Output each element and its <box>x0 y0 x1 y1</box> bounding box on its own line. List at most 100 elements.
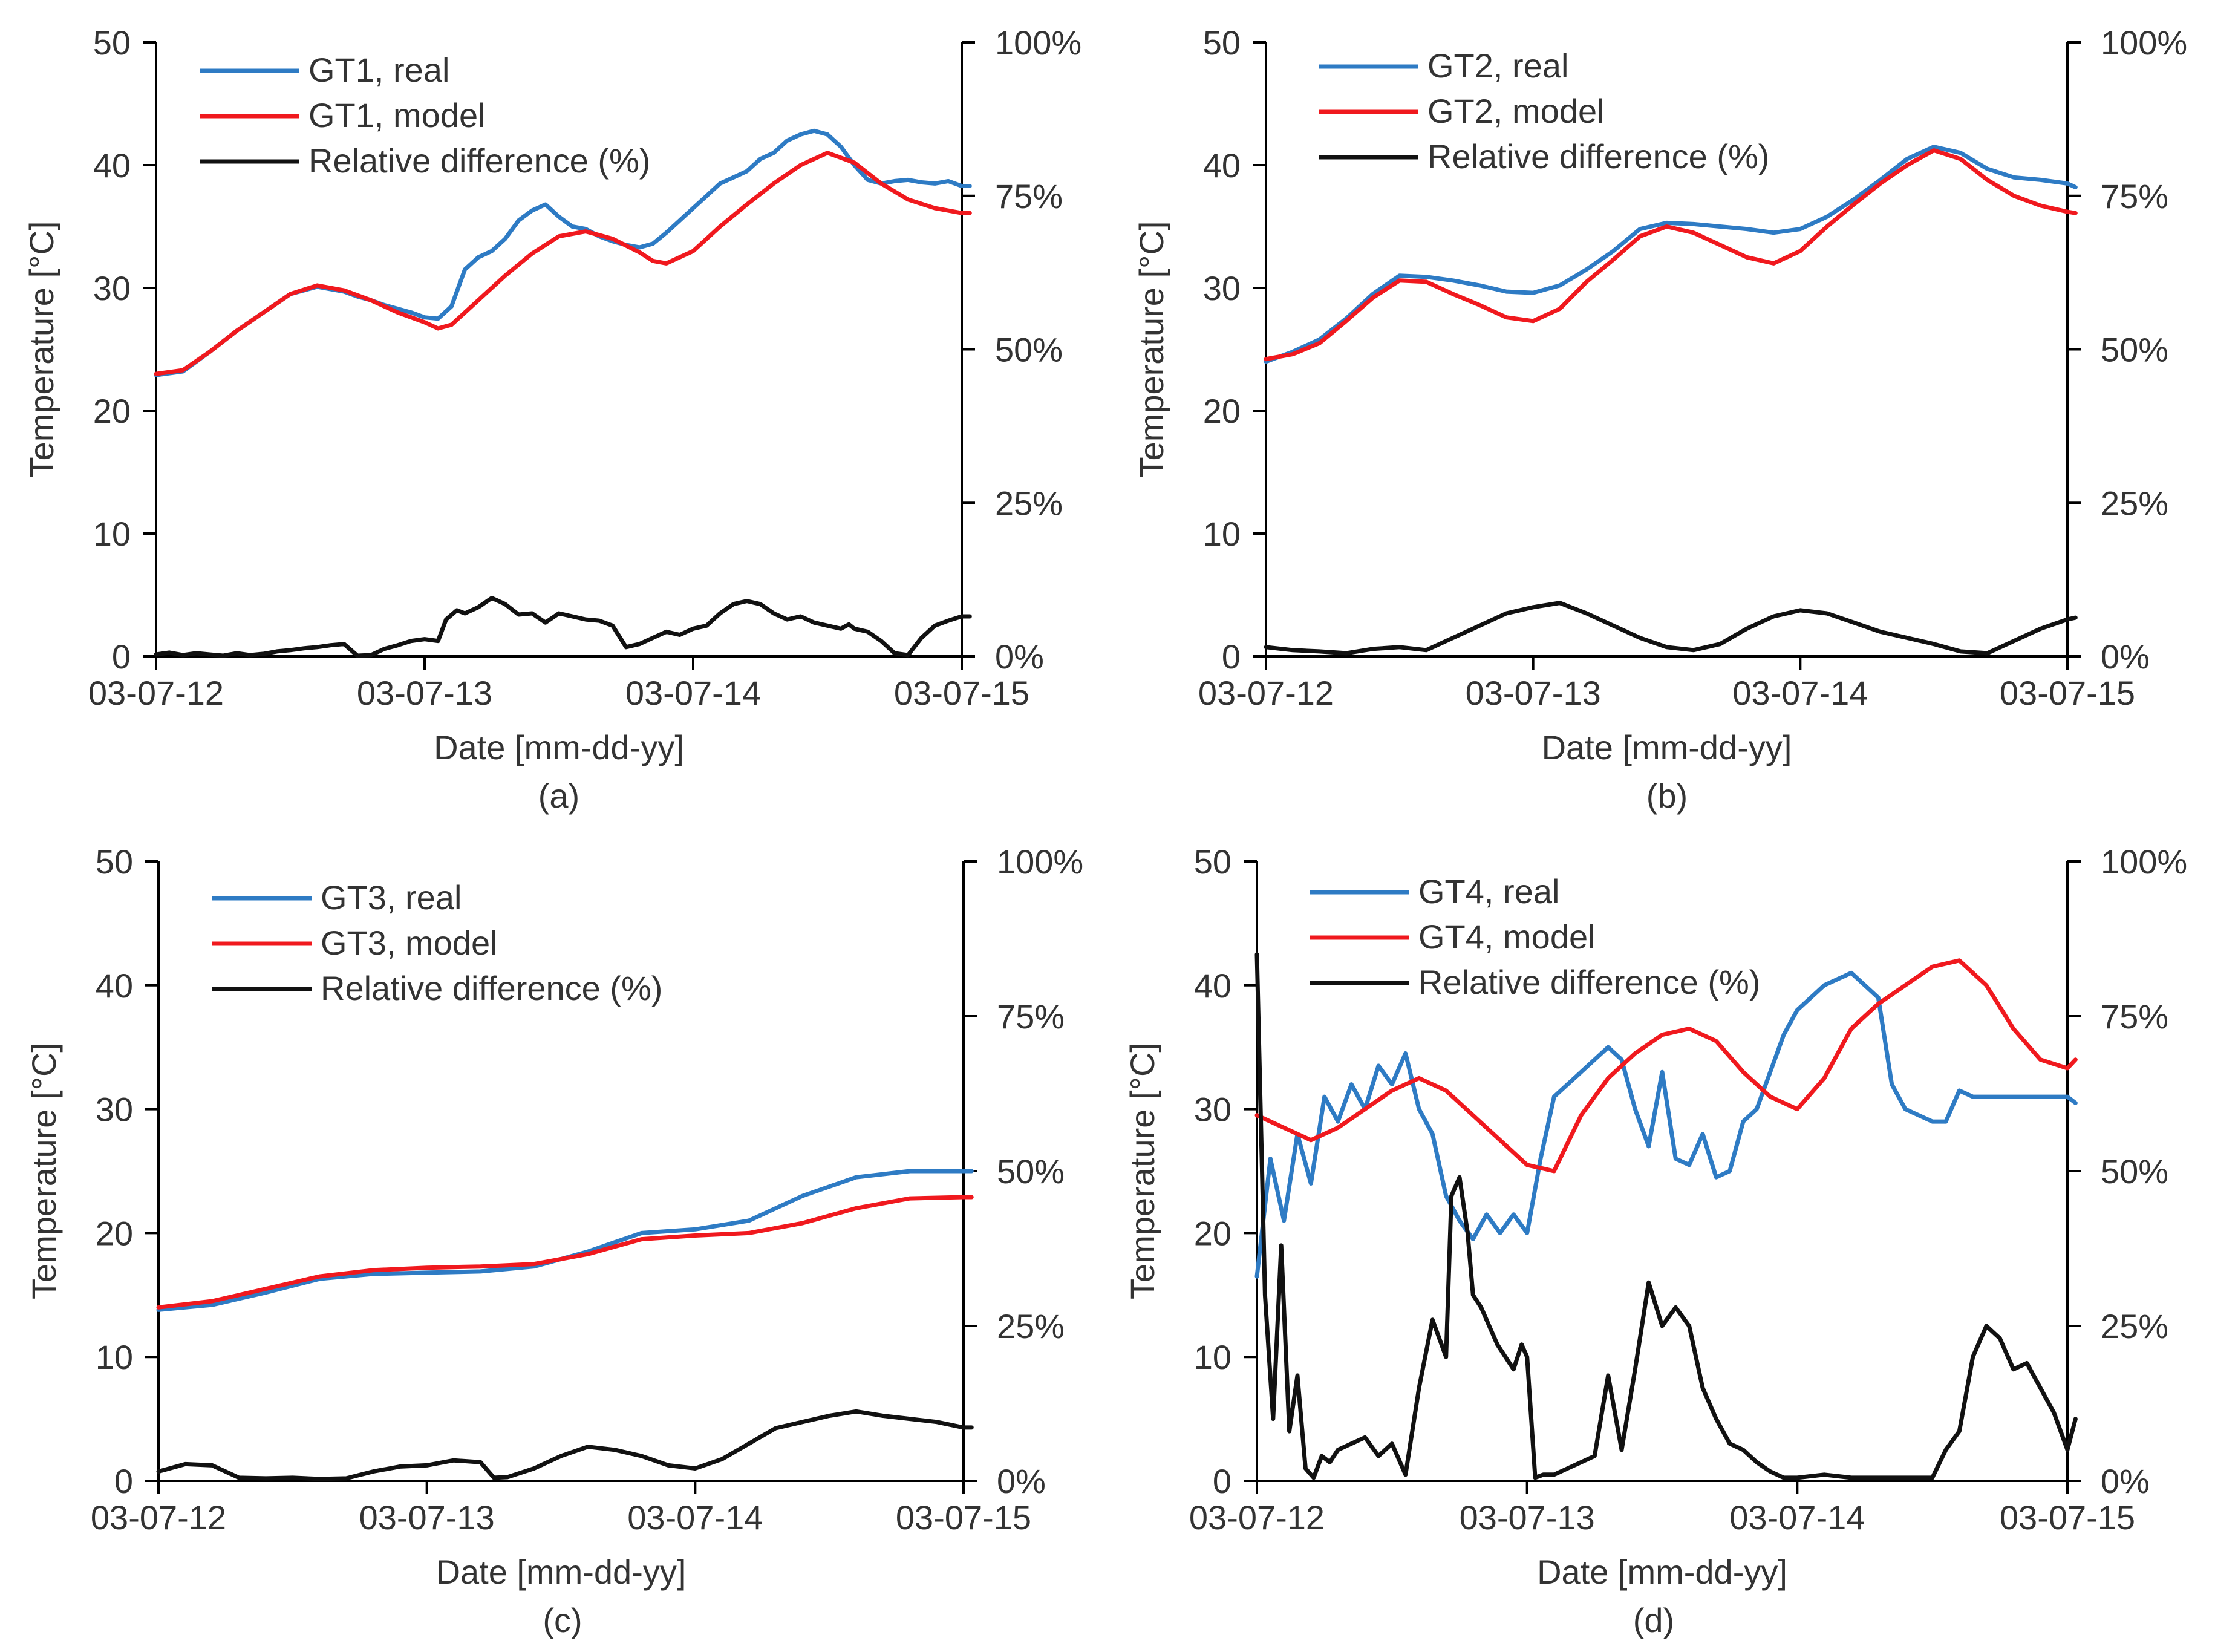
legend-label-2: GT3, model <box>321 924 498 962</box>
x-axis-title: Date [mm-dd-yy] <box>436 1553 687 1591</box>
y2-tick-label: 50% <box>2101 331 2168 369</box>
x-tick-label: 03-07-12 <box>91 1498 226 1536</box>
y-tick-label: 20 <box>93 392 131 430</box>
x-tick-label: 03-07-14 <box>1732 674 1868 712</box>
x-tick-label: 03-07-12 <box>1189 1498 1325 1536</box>
x-tick-label: 03-07-13 <box>357 674 492 712</box>
y2-tick-label: 0% <box>995 638 1044 676</box>
x-axis-title: Date [mm-dd-yy] <box>1537 1553 1787 1591</box>
legend-label-2: GT2, model <box>1427 92 1605 130</box>
y-tick-label: 50 <box>1203 24 1241 62</box>
chart-panel-4: 0 10 20 30 40 50 0% 25% 50% 75% 100% 03-07-12 03-07-… <box>1123 843 2187 1639</box>
x-tick-label: 03-07-15 <box>896 1498 1031 1536</box>
legend-label-3: Relative difference (%) <box>1418 963 1760 1001</box>
y2-tick-label: 75% <box>995 177 1063 215</box>
chart-panel-2: 0 10 20 30 40 50 0% 25% 50% 75% 100% 03-07-12 03-07-… <box>1132 24 2187 815</box>
y2-tick-label: 100% <box>995 24 1081 62</box>
y-tick-label: 10 <box>1203 515 1241 553</box>
legend-label-2: GT4, model <box>1418 918 1596 956</box>
y-tick-label: 20 <box>1194 1214 1231 1252</box>
series-line-1 <box>1264 145 2078 364</box>
series-line-2 <box>154 151 972 376</box>
x-tick-label: 03-07-13 <box>1460 1498 1595 1536</box>
series-line-3 <box>1264 601 2078 656</box>
series-line-3 <box>1254 952 2078 1480</box>
y2-tick-label: 100% <box>2101 843 2187 881</box>
series-line-3 <box>154 596 972 658</box>
y-tick-label: 10 <box>93 515 131 553</box>
y-tick-label: 50 <box>1194 843 1231 881</box>
y-tick-label: 40 <box>1203 146 1241 184</box>
y2-tick-label: 0% <box>997 1462 1046 1500</box>
x-tick-label: 03-07-14 <box>627 1498 763 1536</box>
legend-label-3: Relative difference (%) <box>321 969 662 1007</box>
y-tick-label: 10 <box>96 1338 133 1376</box>
y-tick-label: 40 <box>1194 967 1231 1005</box>
y-axis-title: Temperature [°C] <box>1123 1043 1161 1299</box>
y-tick-label: 50 <box>96 843 133 881</box>
series-line-2 <box>1254 958 2078 1174</box>
series-line-2 <box>1264 148 2078 362</box>
y-axis-title: Temperature [°C] <box>22 221 60 478</box>
panel-label: (b) <box>1646 777 1688 815</box>
y-tick-label: 40 <box>93 146 131 184</box>
legend-label-1: GT1, real <box>308 51 449 89</box>
panel-label: (d) <box>1633 1601 1674 1639</box>
y2-tick-label: 25% <box>997 1307 1065 1345</box>
y-tick-label: 40 <box>96 967 133 1005</box>
y2-tick-label: 50% <box>995 331 1063 369</box>
x-tick-label: 03-07-13 <box>359 1498 495 1536</box>
y2-tick-label: 75% <box>997 997 1065 1036</box>
legend-label-1: GT3, real <box>321 878 462 916</box>
y-tick-label: 0 <box>1213 1462 1231 1500</box>
y-tick-label: 30 <box>93 269 131 307</box>
y2-tick-label: 25% <box>2101 1307 2168 1345</box>
x-tick-label: 03-07-15 <box>2000 1498 2135 1536</box>
y2-tick-label: 75% <box>2101 177 2168 215</box>
x-tick-label: 03-07-14 <box>625 674 761 712</box>
x-axis-title: Date [mm-dd-yy] <box>1542 728 1792 766</box>
y2-tick-label: 25% <box>995 484 1063 522</box>
legend-label-3: Relative difference (%) <box>308 142 650 180</box>
y-tick-label: 0 <box>114 1462 133 1500</box>
legend-label-3: Relative difference (%) <box>1427 137 1769 175</box>
y-tick-label: 30 <box>96 1091 133 1129</box>
series-line-1 <box>156 1169 974 1312</box>
series-line-1 <box>1254 970 2078 1279</box>
y-axis-title: Temperature [°C] <box>1132 221 1170 478</box>
y-tick-label: 0 <box>112 638 131 676</box>
y2-tick-label: 100% <box>997 843 1083 881</box>
y2-tick-label: 50% <box>997 1152 1065 1190</box>
legend-label-2: GT1, model <box>308 96 486 134</box>
y-tick-label: 10 <box>1194 1338 1231 1376</box>
x-tick-label: 03-07-12 <box>1198 674 1334 712</box>
y-tick-label: 0 <box>1222 638 1241 676</box>
y-tick-label: 20 <box>96 1214 133 1252</box>
y-tick-label: 20 <box>1203 392 1241 430</box>
x-tick-label: 03-07-12 <box>88 674 224 712</box>
panel-label: (c) <box>543 1601 582 1639</box>
y2-tick-label: 100% <box>2101 24 2187 62</box>
y-axis-title: Temperature [°C] <box>25 1043 63 1299</box>
chart-panel-3: 0 10 20 30 40 50 0% 25% 50% 75% 100% 03-07-12 03-07-… <box>25 843 1083 1639</box>
series-line-2 <box>156 1195 974 1310</box>
x-axis-title: Date [mm-dd-yy] <box>434 728 684 766</box>
chart-panel-1: 0 10 20 30 40 50 0% 25% 50% 75% 100% 03-07-12 03-07-… <box>22 24 1081 815</box>
y-tick-label: 30 <box>1194 1091 1231 1129</box>
y2-tick-label: 50% <box>2101 1152 2168 1190</box>
x-tick-label: 03-07-13 <box>1466 674 1601 712</box>
x-tick-label: 03-07-15 <box>2000 674 2135 712</box>
series-line-3 <box>156 1409 974 1481</box>
y2-tick-label: 0% <box>2101 638 2150 676</box>
x-tick-label: 03-07-15 <box>894 674 1029 712</box>
panel-label: (a) <box>538 777 579 815</box>
legend-label-1: GT2, real <box>1427 47 1568 85</box>
x-tick-label: 03-07-14 <box>1729 1498 1865 1536</box>
y2-tick-label: 25% <box>2101 484 2168 522</box>
legend-label-1: GT4, real <box>1418 872 1559 910</box>
y-tick-label: 50 <box>93 24 131 62</box>
y-tick-label: 30 <box>1203 269 1241 307</box>
y2-tick-label: 0% <box>2101 1462 2150 1500</box>
y2-tick-label: 75% <box>2101 997 2168 1036</box>
